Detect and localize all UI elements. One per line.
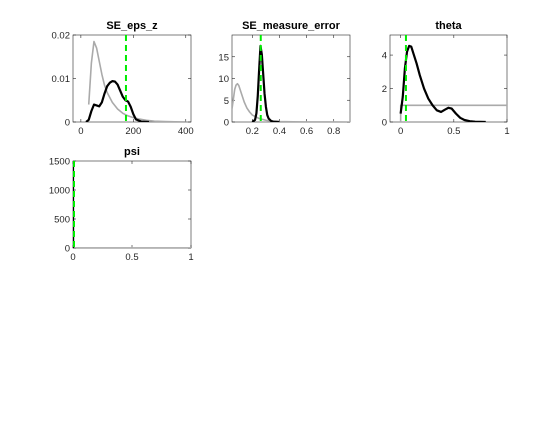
x-tick-label: 0.5 xyxy=(447,126,460,137)
subplot-title: psi xyxy=(124,146,140,158)
y-tick-label: 5 xyxy=(224,96,229,107)
subplot-3: theta 0 0.5 1 0 2 4 xyxy=(382,20,510,137)
y-tick-label: 0.01 xyxy=(52,74,71,85)
axes-frame xyxy=(232,35,350,122)
x-tick-label: 0.6 xyxy=(300,126,313,137)
y-tick-label: 0.02 xyxy=(52,31,71,42)
y-tick-label: 2 xyxy=(382,84,387,95)
y-tick-label: 15 xyxy=(218,52,229,63)
x-tick-label: 1 xyxy=(504,126,509,137)
x-tick-label: 0 xyxy=(70,252,75,263)
y-tick-label: 10 xyxy=(218,74,229,85)
subplot-title: SE_eps_z xyxy=(106,20,158,32)
x-tick-label: 0 xyxy=(398,126,403,137)
y-tick-label: 0 xyxy=(65,244,70,255)
subplot-title: theta xyxy=(435,20,462,32)
y-tick-label: 0 xyxy=(65,118,70,129)
y-tick-label: 500 xyxy=(54,215,70,226)
x-tick-label: 200 xyxy=(125,126,141,137)
subplot-2: SE_measure_error 0.2 0.4 0.6 0.8 0 5 10 15 xyxy=(218,20,350,137)
y-tick-label: 0 xyxy=(382,118,387,129)
x-tick-label: 400 xyxy=(178,126,194,137)
x-tick-label: 0 xyxy=(78,126,83,137)
y-tick-label: 1000 xyxy=(49,186,70,197)
x-tick-label: 0.8 xyxy=(327,126,340,137)
y-tick-label: 1500 xyxy=(49,157,70,168)
y-tick-label: 4 xyxy=(382,51,387,62)
y-tick-label: 0 xyxy=(224,118,229,129)
x-tick-label: 0.5 xyxy=(125,252,138,263)
x-tick-label: 1 xyxy=(188,252,193,263)
axes-frame xyxy=(73,161,191,248)
subplot-4: psi 0 0.5 1 0 500 1000 1500 xyxy=(49,146,194,263)
x-tick-label: 0.2 xyxy=(246,126,259,137)
subplot-1: SE_eps_z 0 200 400 0 0.01 0.02 xyxy=(52,20,194,137)
subplot-title: SE_measure_error xyxy=(242,20,341,32)
x-tick-label: 0.4 xyxy=(273,126,286,137)
